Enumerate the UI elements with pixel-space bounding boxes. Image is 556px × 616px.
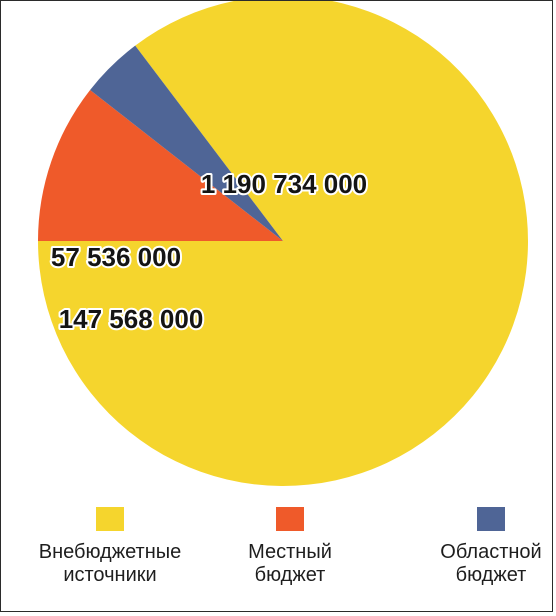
slice-value-label: 57 536 000	[51, 242, 181, 272]
pie-slice-mestnyi	[38, 89, 283, 241]
pie-slice-vnebyudzhetnye	[38, 1, 528, 486]
legend-swatch	[276, 507, 304, 531]
pie-slice-oblastnoi	[90, 45, 283, 241]
legend-item-oblastnoi: Областной бюджет	[401, 507, 556, 587]
pie-chart: 1 190 734 000 147 568 000 57 536 000	[38, 1, 528, 486]
slice-value-label: 147 568 000	[59, 304, 204, 334]
legend-label: Областной бюджет	[440, 541, 541, 587]
legend-label-line: Областной	[440, 541, 542, 563]
slice-value-label: 1 190 734 000	[201, 169, 367, 199]
legend-label-line: Внебюджетные	[38, 541, 182, 563]
legend-label-line: бюджет	[455, 564, 527, 586]
legend-item-vnebyudzhetnye: Внебюджетные источники	[20, 507, 200, 587]
legend-label-line: Местный	[248, 541, 332, 563]
legend-swatch	[477, 507, 505, 531]
legend-label-line: бюджет	[254, 564, 326, 586]
legend-label: Местный бюджет	[248, 541, 332, 587]
legend-label-line: источники	[63, 564, 157, 586]
legend-item-mestnyi: Местный бюджет	[200, 507, 380, 587]
legend-label: Внебюджетные источники	[39, 541, 182, 587]
legend-swatch	[96, 507, 124, 531]
